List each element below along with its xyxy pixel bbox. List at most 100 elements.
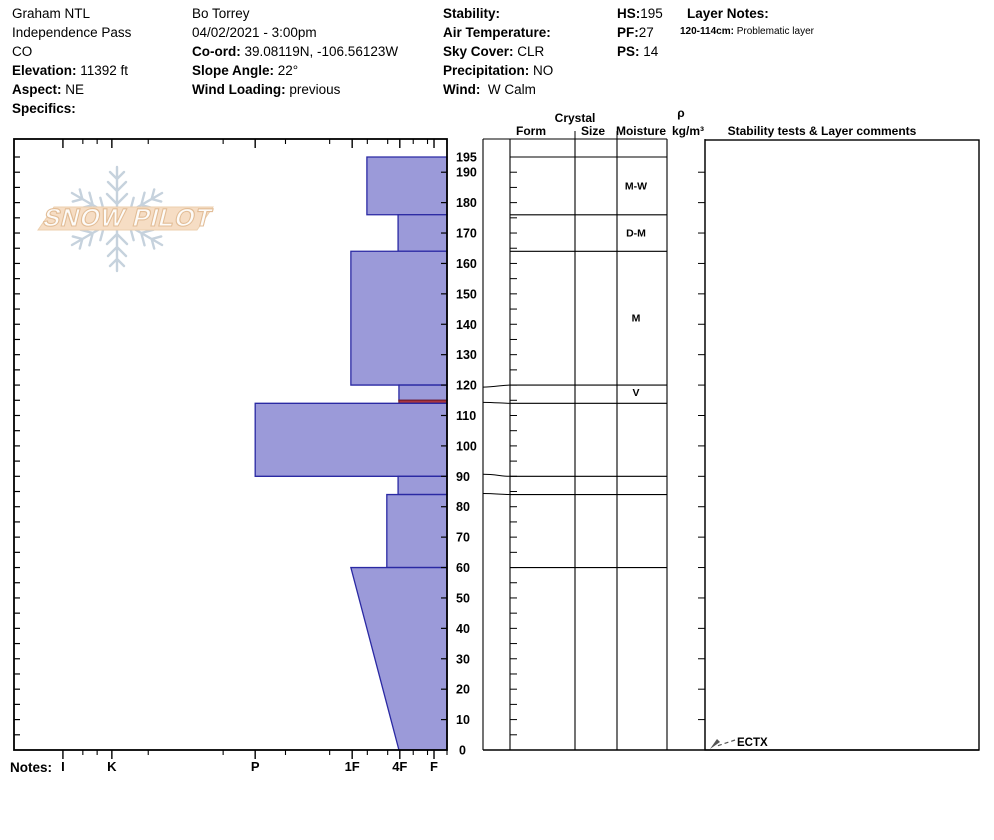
field-value: 39.08119N, -106.56123W xyxy=(240,44,399,59)
field-label: Precipitation: xyxy=(443,63,530,78)
field-label: PF: xyxy=(617,25,639,40)
depth-label: 100 xyxy=(456,439,477,453)
density-units-header: kg/m³ xyxy=(672,124,704,138)
moisture-value: V xyxy=(632,387,639,399)
snow-layer-bar xyxy=(386,493,448,569)
field-value: 195 xyxy=(640,6,663,21)
field-value: 11392 ft xyxy=(76,63,129,78)
depth-label: 180 xyxy=(456,196,477,210)
layer-table xyxy=(482,131,979,751)
field-value: 22° xyxy=(274,63,299,78)
hardness-axis-label: P xyxy=(251,759,260,774)
field-label: Co-ord: xyxy=(192,44,241,59)
ectx-arrow-line xyxy=(716,739,736,747)
ectx-annotation: ECTX xyxy=(710,737,768,749)
field-label: Wind Loading: xyxy=(192,82,286,97)
header-line: Independence Pass xyxy=(12,23,131,42)
header-line: Slope Angle: 22° xyxy=(192,61,398,80)
depth-label: 10 xyxy=(456,713,470,727)
logo-banner xyxy=(37,206,214,231)
field-value: Bo Torrey xyxy=(192,6,250,21)
hardness-axis-label: 4F xyxy=(392,759,407,774)
field-label: Sky Cover: xyxy=(443,44,514,59)
field-value: 04/02/2021 - 3:00pm xyxy=(192,25,317,40)
header-line: Bo Torrey xyxy=(192,4,398,23)
header-line: Stability: xyxy=(443,4,553,23)
snow-layer-bar xyxy=(350,250,448,386)
depth-leader-line xyxy=(482,493,511,496)
logo-text: SNOW PILOT xyxy=(40,204,215,232)
field-label: Slope Angle: xyxy=(192,63,275,78)
layer-notes-title: Layer Notes: xyxy=(687,6,769,21)
snow-layer-bar xyxy=(397,475,448,496)
field-label: PS: xyxy=(617,44,640,59)
depth-label: 0 xyxy=(459,744,466,758)
header-line: Air Temperature: xyxy=(443,23,553,42)
notes-label: Notes: xyxy=(10,760,52,775)
depth-label: 90 xyxy=(456,470,470,484)
layer-note-range: 120-114cm: xyxy=(680,26,734,37)
field-label: Wind: xyxy=(443,82,481,97)
depth-label: 190 xyxy=(456,166,477,180)
table-headers: Crystal Form Size Moisture ρ kg/m³ Stability t… xyxy=(516,106,917,138)
layer-note: 120-114cm: Problematic layer xyxy=(680,25,814,38)
ectx-label: ECTX xyxy=(737,737,768,749)
moisture-value: M-W xyxy=(625,180,647,192)
depth-label: 160 xyxy=(456,257,477,271)
field-label: Stability: xyxy=(443,6,501,21)
density-symbol-header: ρ xyxy=(677,106,684,120)
header-line: PF:27 xyxy=(617,23,663,42)
snowflake-arm xyxy=(105,165,129,221)
header-col-measurements: HS:195 PF:27 PS: 14 xyxy=(617,4,663,61)
depth-label: 30 xyxy=(456,652,470,666)
snow-layer-bar xyxy=(254,402,448,477)
chart-border xyxy=(13,138,448,751)
hardness-axis-label: I xyxy=(61,759,65,774)
depth-label: 60 xyxy=(456,561,470,575)
stability-header: Stability tests & Layer comments xyxy=(728,124,917,138)
header-line: Wind: W Calm xyxy=(443,80,553,99)
chart-frame: I K P 1F 4F F xyxy=(13,138,448,774)
header-col-location: Graham NTL Independence Pass CO Elevation: … xyxy=(12,4,131,118)
size-header: Size xyxy=(581,124,605,138)
field-label: Elevation: xyxy=(12,63,77,78)
moisture-value: M xyxy=(632,313,641,325)
field-label: Specifics: xyxy=(12,101,76,116)
field-value: Graham NTL xyxy=(12,6,91,21)
field-value: CO xyxy=(12,44,33,59)
header-line: HS:195 xyxy=(617,4,663,23)
depth-label: 170 xyxy=(456,227,477,241)
header-col-conditions: Stability: Air Temperature: Sky Cover: CLR… xyxy=(443,4,553,99)
depth-label: 130 xyxy=(456,348,477,362)
snow-layer-bar xyxy=(350,566,448,751)
field-label: Air Temperature: xyxy=(443,25,551,40)
hardness-axis-label: K xyxy=(107,759,117,774)
depth-label: 195 xyxy=(456,151,477,165)
crystal-header: Crystal xyxy=(555,111,596,125)
depth-label: 70 xyxy=(456,531,470,545)
depth-label: 140 xyxy=(456,318,477,332)
depth-label: 20 xyxy=(456,683,470,697)
moisture-value: D-M xyxy=(626,228,646,240)
hardness-axis-label: 1F xyxy=(345,759,360,774)
header-line: Wind Loading: previous xyxy=(192,80,398,99)
depth-leader-line xyxy=(482,473,511,477)
depth-label: 110 xyxy=(456,409,476,423)
moisture-header: Moisture xyxy=(616,124,666,138)
header-line: Graham NTL xyxy=(12,4,131,23)
header-line: Aspect: NE xyxy=(12,80,131,99)
ectx-arrow-head xyxy=(710,739,720,749)
depth-leader-line xyxy=(482,384,511,388)
header-col-observer: Bo Torrey 04/02/2021 - 3:00pm Co-ord: 39.0… xyxy=(192,4,398,99)
hardness-axis-label: F xyxy=(430,759,438,774)
field-label: Aspect: xyxy=(12,82,62,97)
header-line: Elevation: 11392 ft xyxy=(12,61,131,80)
header-line: 04/02/2021 - 3:00pm xyxy=(192,23,398,42)
field-value: NO xyxy=(529,63,554,78)
field-label: HS: xyxy=(617,6,641,21)
depth-axis-labels: 1951901801701601501401301201101009080706… xyxy=(456,151,477,758)
field-value: 27 xyxy=(638,25,654,40)
field-value: previous xyxy=(285,82,341,97)
header-line: Specifics: xyxy=(12,99,131,118)
